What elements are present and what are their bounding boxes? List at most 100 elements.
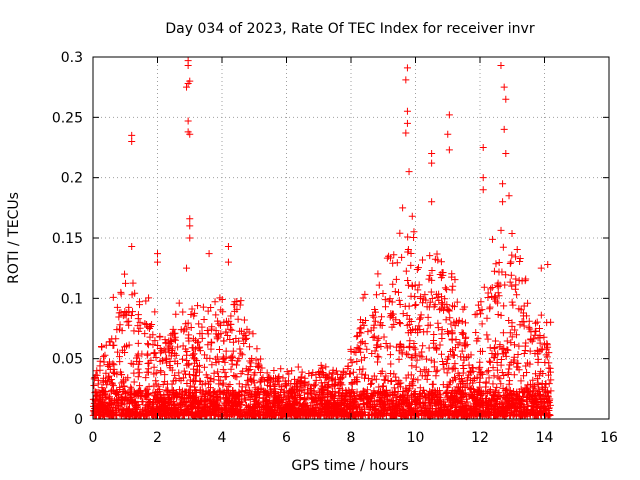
data-point bbox=[300, 400, 308, 408]
data-point bbox=[177, 326, 185, 334]
data-point bbox=[109, 407, 117, 415]
data-point bbox=[293, 398, 301, 406]
data-point bbox=[353, 373, 361, 381]
data-point bbox=[137, 411, 145, 419]
data-point bbox=[547, 376, 555, 384]
data-point bbox=[534, 350, 542, 358]
data-point bbox=[461, 303, 469, 311]
data-point bbox=[327, 390, 335, 398]
data-point bbox=[440, 306, 448, 314]
data-point bbox=[389, 280, 397, 288]
data-point bbox=[513, 363, 521, 371]
data-point bbox=[490, 372, 498, 380]
data-point bbox=[210, 406, 218, 414]
data-point bbox=[504, 397, 512, 405]
data-point bbox=[523, 398, 531, 406]
data-point bbox=[129, 279, 137, 287]
x-axis-title: GPS time / hours bbox=[291, 458, 408, 474]
data-point bbox=[529, 382, 537, 390]
data-point bbox=[485, 374, 493, 382]
data-point bbox=[108, 379, 116, 387]
data-point bbox=[297, 377, 305, 385]
data-point bbox=[369, 334, 377, 342]
data-point bbox=[157, 367, 165, 375]
data-point bbox=[453, 298, 461, 306]
data-point bbox=[186, 234, 194, 242]
data-point bbox=[437, 258, 445, 266]
data-point bbox=[493, 359, 501, 367]
data-point bbox=[517, 377, 525, 385]
data-point bbox=[439, 357, 447, 365]
data-point bbox=[494, 299, 502, 307]
data-point bbox=[414, 264, 422, 272]
data-point bbox=[497, 406, 505, 414]
data-point bbox=[447, 348, 455, 356]
data-point bbox=[403, 119, 411, 127]
data-point bbox=[100, 388, 108, 396]
data-point bbox=[212, 392, 220, 400]
data-point bbox=[340, 401, 348, 409]
data-point bbox=[329, 366, 337, 374]
data-point bbox=[400, 405, 408, 413]
data-point bbox=[402, 76, 410, 84]
data-point bbox=[373, 352, 381, 360]
data-point bbox=[134, 365, 142, 373]
data-point bbox=[479, 186, 487, 194]
data-point bbox=[433, 366, 441, 374]
data-point bbox=[127, 312, 135, 320]
data-point bbox=[319, 386, 327, 394]
data-point bbox=[201, 351, 209, 359]
y-tick-label: 0.3 bbox=[61, 50, 83, 66]
data-point bbox=[257, 377, 265, 385]
data-point bbox=[158, 347, 166, 355]
data-point bbox=[113, 303, 121, 311]
data-points bbox=[89, 57, 555, 421]
data-point bbox=[116, 358, 124, 366]
data-point bbox=[463, 405, 471, 413]
data-point bbox=[500, 83, 508, 91]
data-point bbox=[454, 341, 462, 349]
data-point bbox=[103, 405, 111, 413]
data-point bbox=[245, 403, 253, 411]
data-point bbox=[544, 412, 552, 420]
data-point bbox=[519, 309, 527, 317]
data-point bbox=[381, 296, 389, 304]
data-point bbox=[374, 341, 382, 349]
data-point bbox=[226, 325, 234, 333]
data-point bbox=[316, 412, 324, 420]
data-point bbox=[407, 292, 415, 300]
data-point bbox=[211, 387, 219, 395]
data-point bbox=[509, 412, 517, 420]
data-point bbox=[186, 130, 194, 138]
data-point bbox=[510, 371, 518, 379]
data-point bbox=[233, 305, 241, 313]
data-point bbox=[380, 400, 388, 408]
data-point bbox=[106, 338, 114, 346]
data-point bbox=[433, 345, 441, 353]
data-point bbox=[127, 383, 135, 391]
data-point bbox=[125, 321, 133, 329]
data-point bbox=[377, 370, 385, 378]
data-point bbox=[358, 370, 366, 378]
data-point bbox=[355, 344, 363, 352]
data-point bbox=[161, 336, 169, 344]
data-point bbox=[301, 381, 309, 389]
data-point bbox=[479, 144, 487, 151]
data-point bbox=[352, 404, 360, 412]
data-point bbox=[542, 380, 550, 388]
data-point bbox=[408, 354, 416, 362]
data-point bbox=[434, 390, 442, 398]
data-point bbox=[415, 281, 423, 289]
data-point bbox=[482, 378, 490, 386]
data-point bbox=[438, 350, 446, 358]
data-point bbox=[327, 374, 335, 382]
data-point bbox=[308, 371, 316, 379]
data-point bbox=[529, 402, 537, 410]
data-point bbox=[476, 392, 484, 400]
data-point bbox=[409, 382, 417, 390]
data-point bbox=[375, 353, 383, 361]
data-point bbox=[515, 342, 523, 350]
data-point bbox=[167, 331, 175, 339]
data-point bbox=[308, 399, 316, 407]
data-point bbox=[499, 329, 507, 337]
